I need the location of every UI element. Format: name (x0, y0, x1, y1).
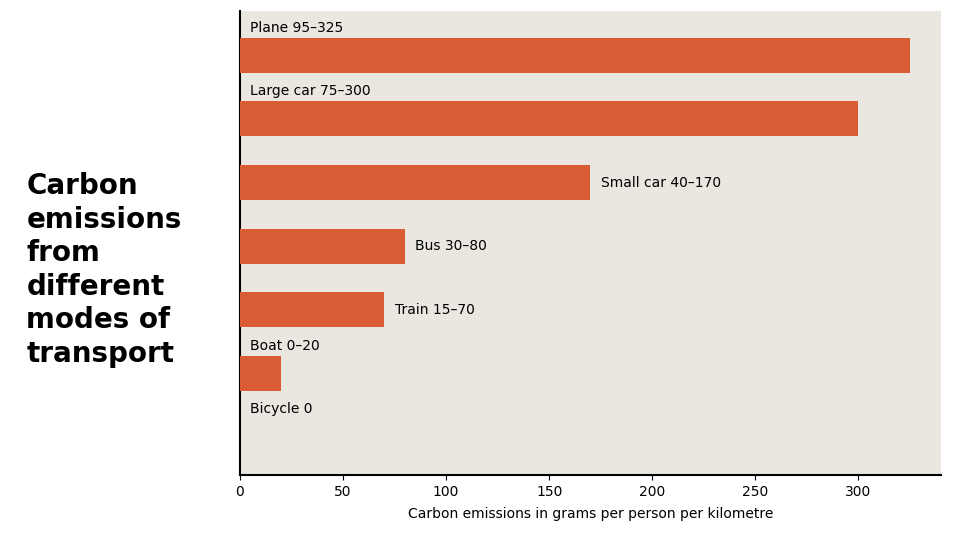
Bar (240, 292, 384, 327)
Text: Carbon
emissions
from
different
modes of
transport: Carbon emissions from different modes of… (27, 172, 181, 368)
Bar (240, 102, 858, 137)
Text: Boat 0–20: Boat 0–20 (251, 339, 320, 353)
Text: Train 15–70: Train 15–70 (395, 303, 474, 317)
Bar (240, 356, 281, 391)
Bar (240, 228, 405, 264)
Text: Bus 30–80: Bus 30–80 (415, 239, 487, 253)
Text: Plane 95–325: Plane 95–325 (251, 21, 344, 35)
Bar (240, 38, 910, 73)
Bar (240, 165, 590, 200)
Text: Small car 40–170: Small car 40–170 (601, 176, 721, 190)
X-axis label: Carbon emissions in grams per person per kilometre: Carbon emissions in grams per person per… (408, 507, 773, 521)
Text: Bicycle 0: Bicycle 0 (251, 402, 313, 416)
Text: Large car 75–300: Large car 75–300 (251, 84, 371, 98)
